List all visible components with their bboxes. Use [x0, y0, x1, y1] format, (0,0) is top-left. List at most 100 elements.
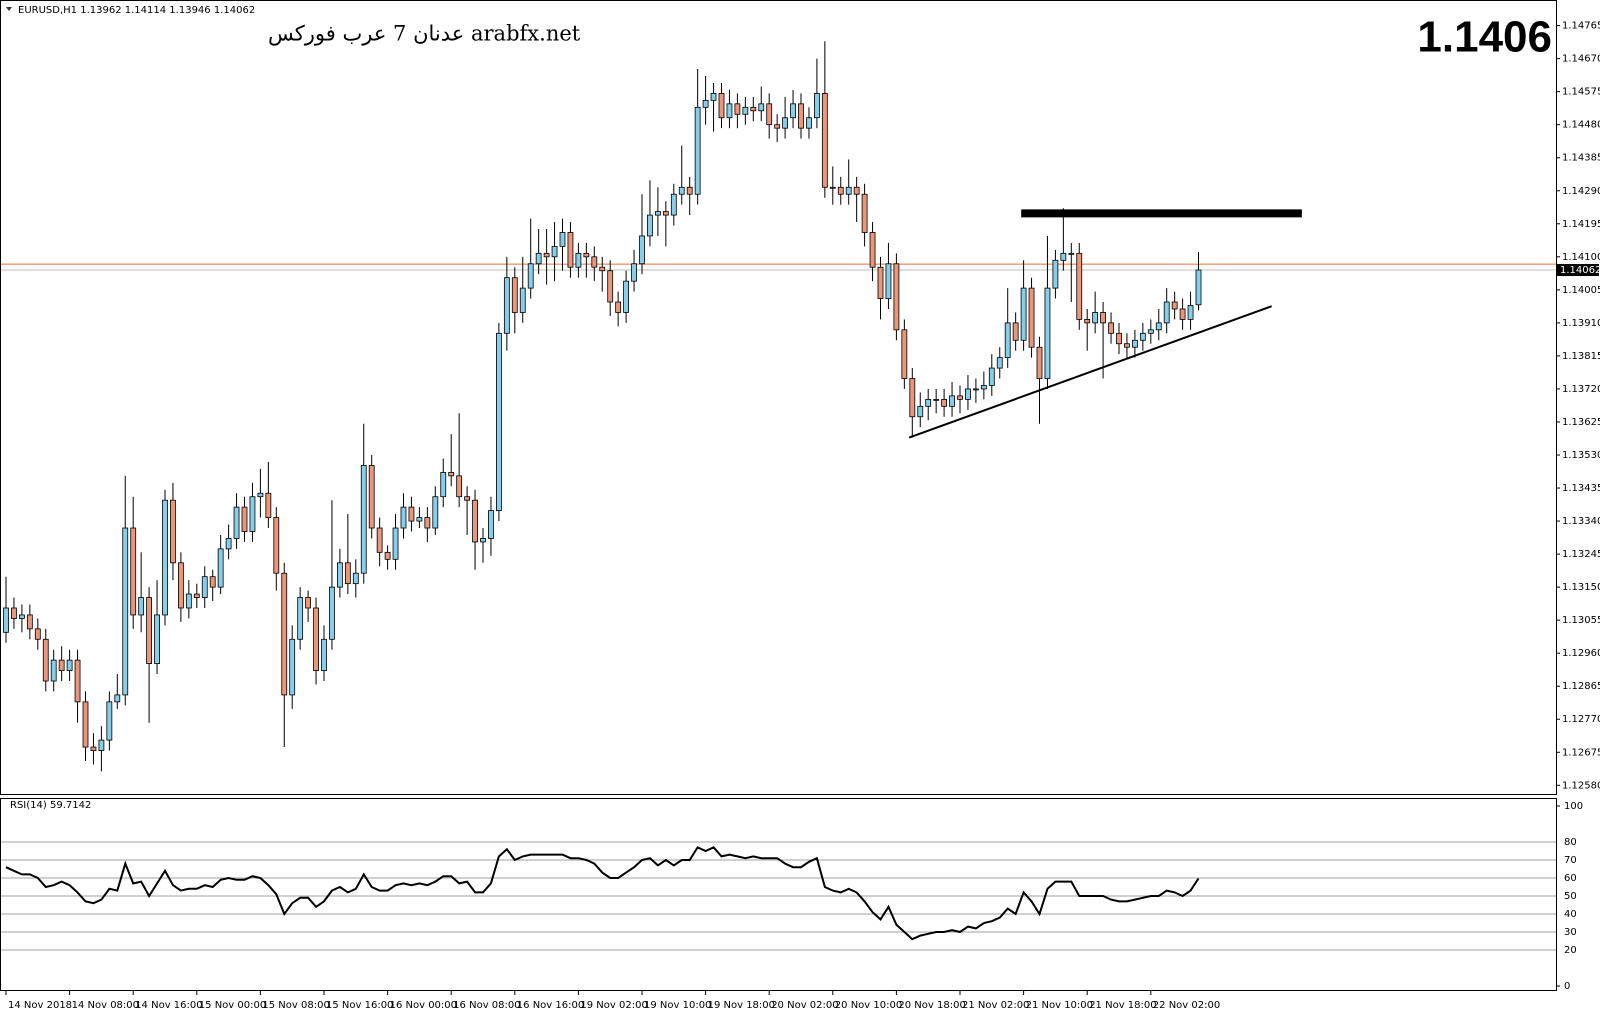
candle-body: [432, 496, 439, 529]
candle-body: [726, 103, 733, 119]
candle-body: [488, 510, 494, 539]
candle-body: [336, 562, 343, 588]
candle-body: [917, 405, 924, 418]
candle-body: [647, 214, 653, 237]
rsi-label: RSI(14) 59.7142: [10, 800, 91, 811]
candle-body: [853, 186, 860, 195]
candle-body: [313, 607, 319, 671]
candle-body: [1163, 301, 1170, 324]
candle-body: [42, 638, 49, 682]
candle-body: [933, 398, 940, 401]
candle-body: [639, 235, 645, 265]
candle-body: [1147, 329, 1154, 334]
candle-body: [225, 538, 232, 550]
candle-body: [360, 465, 367, 574]
x-tick-label: 19 Nov 02:00: [580, 1000, 647, 1011]
y-tick-label: 1.14575: [1562, 87, 1600, 98]
candle-body: [631, 263, 637, 282]
candle-body: [583, 252, 590, 258]
close: 1.14062: [214, 5, 255, 16]
candle-body: [551, 245, 558, 258]
candle-body: [535, 252, 542, 265]
candle-body: [996, 357, 1003, 369]
y-tick-label: 1.14100: [1562, 252, 1600, 263]
y-tick-label: 1.13435: [1562, 483, 1600, 494]
candle-body: [217, 548, 224, 588]
candle-body: [329, 586, 335, 640]
candle-body: [130, 527, 137, 616]
candle-body: [193, 593, 200, 598]
x-tick-label: 14 Nov 16:00: [135, 1000, 202, 1011]
candle-body: [249, 496, 256, 532]
candle-body: [678, 186, 685, 195]
candle-body: [623, 280, 629, 313]
candle-body: [344, 562, 351, 585]
candle-body: [1132, 339, 1138, 348]
y-tick-label: 1.13340: [1562, 516, 1600, 527]
candle-body: [26, 614, 33, 630]
candle-body: [710, 93, 717, 101]
candle-body: [34, 628, 41, 640]
candle-body: [1020, 287, 1027, 341]
y-tick-label: 70: [1564, 855, 1577, 866]
y-tick-label: 1.12865: [1562, 681, 1600, 692]
candle-body: [1155, 322, 1162, 331]
candle-body: [185, 593, 192, 609]
candle-body: [925, 398, 932, 407]
candle-body: [472, 499, 478, 543]
candle-body: [519, 287, 526, 313]
candle-body: [384, 551, 391, 560]
candle-body: [408, 506, 415, 522]
x-tick-label: 19 Nov 10:00: [644, 1000, 711, 1011]
y-tick-label: 1.13530: [1562, 450, 1600, 461]
watermark: عدنان 7 عرب فوركس arabfx.net: [268, 22, 581, 47]
candle-body: [3, 607, 9, 633]
x-tick-label: 15 Nov 08:00: [262, 1000, 329, 1011]
y-tick-label: 1.12580: [1562, 780, 1600, 791]
candle-body: [591, 256, 598, 268]
candle-body: [265, 492, 272, 518]
candle-body: [758, 103, 765, 112]
y-tick-label: 100: [1564, 801, 1583, 812]
candle-body: [861, 193, 868, 233]
y-tick-label: 1.13815: [1562, 351, 1600, 362]
candle-body: [368, 465, 375, 529]
y-tick-label: 30: [1564, 927, 1577, 938]
candle-body: [352, 572, 359, 585]
candle-body: [869, 232, 876, 268]
y-tick-label: 1.13055: [1562, 615, 1600, 626]
x-tick-label: 20 Nov 02:00: [771, 1000, 838, 1011]
candle-body: [662, 211, 669, 216]
candle-body: [1116, 332, 1122, 345]
candle-body: [281, 572, 288, 696]
candle-body: [670, 193, 677, 216]
menu-arrow[interactable]: [6, 7, 12, 11]
candle-body: [734, 103, 741, 115]
rsi-line: [5, 846, 1200, 941]
header: EURUSD,H1 1.13962 1.14114 1.13946 1.1406…: [18, 5, 255, 16]
candle-body: [885, 263, 892, 299]
x-tick-label: 16 Nov 16:00: [517, 1000, 584, 1011]
candle-body: [257, 492, 264, 498]
candle-body: [321, 638, 327, 671]
y-tick-label: 1.12960: [1562, 648, 1600, 659]
rsi-panel: [0, 798, 1557, 991]
y-tick-label: 1.14385: [1562, 153, 1600, 164]
candle-body: [1060, 252, 1067, 261]
candle-body: [766, 103, 773, 126]
candle-body: [790, 103, 796, 119]
candle-body: [448, 471, 455, 477]
candle-body: [599, 266, 606, 272]
price-display: 1.1406: [1417, 13, 1552, 62]
candle-body: [821, 93, 828, 188]
candle-body: [18, 614, 25, 619]
candle-body: [1124, 343, 1130, 348]
candle-body: [98, 739, 105, 751]
y-tick-label: 1.14005: [1562, 285, 1600, 296]
candle-body: [495, 332, 502, 512]
candle-body: [82, 701, 89, 748]
candle-body: [1068, 252, 1075, 255]
y-tick-label: 0: [1564, 981, 1570, 992]
candle-body: [845, 186, 852, 195]
candle-body: [702, 99, 709, 108]
